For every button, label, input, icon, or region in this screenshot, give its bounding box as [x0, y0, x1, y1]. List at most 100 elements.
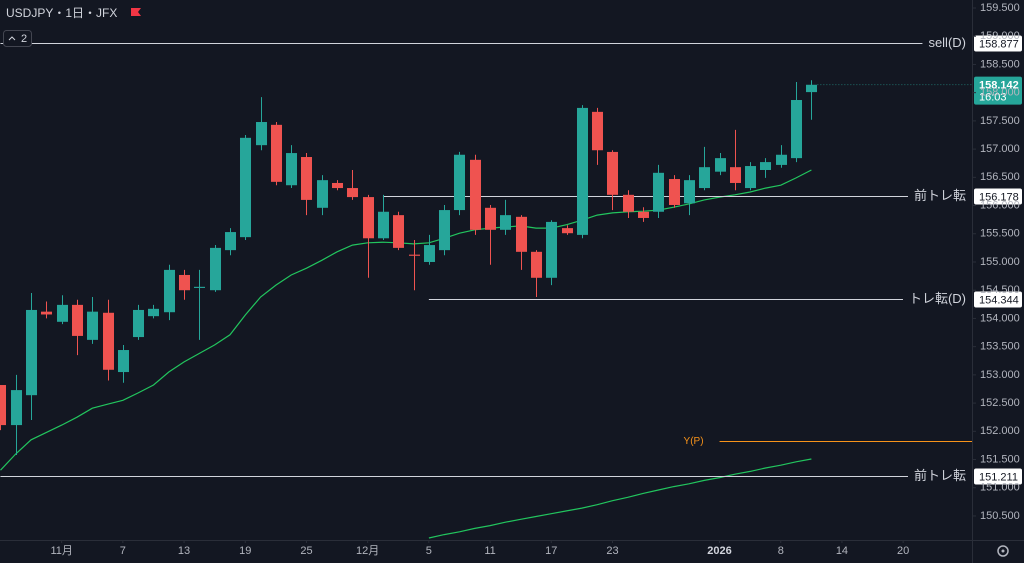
- level-price: 154.344: [979, 294, 1019, 306]
- candle-body: [576, 107, 589, 235]
- x-tick-label: 23: [606, 545, 618, 557]
- y-tick-label: 156.000: [980, 199, 1020, 211]
- y-tick-label: 152.500: [980, 397, 1020, 409]
- candle-body: [56, 304, 69, 322]
- candle-body: [346, 188, 359, 198]
- candle-body: [714, 158, 727, 172]
- x-tick-label: 25: [300, 545, 312, 557]
- candle-body: [102, 312, 115, 370]
- level-price-tag: [974, 468, 1022, 485]
- candle-body: [729, 167, 742, 183]
- level-price-tag: [974, 35, 1022, 52]
- level-label: Y(P): [684, 436, 704, 447]
- candle-body: [377, 211, 390, 239]
- candle-body: [637, 211, 650, 218]
- candle-body: [71, 304, 84, 336]
- last-price: 158.142: [979, 80, 1019, 92]
- x-tick-label: 13: [178, 545, 190, 557]
- candle-body: [117, 350, 130, 373]
- last-price-tag: [974, 76, 1022, 105]
- candle-body: [591, 111, 604, 151]
- candle-body: [499, 215, 512, 230]
- level-label: 前トレ転: [914, 468, 966, 483]
- candle-body: [744, 166, 757, 189]
- candle-body: [193, 286, 206, 288]
- candle-body: [545, 221, 558, 278]
- chart-title: USDJPY・1日・JFX: [6, 6, 117, 20]
- candle-body: [683, 180, 696, 204]
- candle-body: [270, 124, 283, 182]
- candle-body: [438, 210, 451, 251]
- x-tick-label: 17: [545, 545, 557, 557]
- y-tick-label: 154.000: [980, 312, 1020, 324]
- candle-body: [178, 274, 191, 291]
- level-price: 151.211: [979, 471, 1018, 483]
- y-tick-label: 159.500: [980, 2, 1020, 14]
- x-tick-label: 8: [778, 545, 784, 557]
- settings-icon: [997, 545, 1009, 557]
- candle-body: [132, 309, 145, 338]
- candle-body: [86, 311, 99, 340]
- candle-body: [362, 197, 375, 239]
- candle-body: [698, 167, 711, 189]
- y-tick-label: 155.000: [980, 256, 1020, 268]
- chevron-icon: [8, 36, 16, 41]
- y-tick-label: 151.500: [980, 453, 1020, 465]
- candle-body: [622, 194, 635, 212]
- candle-body: [408, 254, 421, 256]
- countdown: 16:03: [979, 92, 1007, 104]
- candle-body: [10, 390, 23, 426]
- y-tick-label: 158.000: [980, 87, 1020, 99]
- candle-body: [759, 162, 772, 170]
- y-tick-label: 150.500: [980, 510, 1020, 522]
- level-label: 前トレ転: [914, 188, 966, 203]
- candle-body: [300, 157, 313, 200]
- x-tick-label: 2026: [707, 545, 731, 557]
- candle-body: [423, 245, 436, 262]
- settings-button[interactable]: [997, 545, 1009, 557]
- x-tick-label: 11: [484, 545, 495, 557]
- candle-body: [255, 122, 268, 146]
- candle-body: [484, 207, 497, 230]
- x-tick-label: 20: [897, 545, 909, 557]
- candle-body: [40, 311, 53, 315]
- candle-body: [163, 269, 176, 313]
- candle-body: [224, 232, 237, 251]
- y-tick-label: 158.500: [980, 58, 1020, 70]
- candle-body: [147, 308, 160, 317]
- candle-body: [790, 100, 803, 159]
- y-tick-label: 151.000: [980, 482, 1020, 494]
- y-tick-label: 156.500: [980, 171, 1020, 183]
- moving-average-line: [428, 458, 812, 539]
- candle-body: [239, 137, 252, 238]
- candle-body: [453, 154, 466, 211]
- candle-body: [668, 179, 681, 205]
- moving-average-line: [0, 169, 812, 471]
- y-tick-label: 157.500: [980, 115, 1020, 127]
- level-label: トレ転(D): [909, 291, 966, 306]
- candle-body: [805, 84, 818, 93]
- level-price-tag: [974, 291, 1022, 308]
- level-label: sell(D): [928, 35, 966, 50]
- level-price: 156.178: [979, 191, 1019, 203]
- candle-body: [530, 251, 543, 278]
- candle-body: [606, 151, 619, 195]
- indicator-toggle[interactable]: [3, 30, 32, 47]
- y-tick-label: 152.000: [980, 425, 1020, 437]
- candle-body: [285, 153, 298, 186]
- candle-body: [316, 180, 329, 208]
- plot: [0, 43, 972, 539]
- x-tick-label: 7: [120, 545, 126, 557]
- y-tick-label: 157.000: [980, 143, 1020, 155]
- candle-body: [775, 154, 788, 165]
- x-tick-label: 19: [239, 545, 251, 557]
- candle-body: [652, 172, 665, 212]
- candle-body: [0, 385, 7, 426]
- x-tick-label: 5: [426, 545, 432, 557]
- level-price: 158.877: [979, 38, 1019, 50]
- y-tick-label: 159.000: [980, 30, 1020, 42]
- candle-body: [392, 215, 405, 248]
